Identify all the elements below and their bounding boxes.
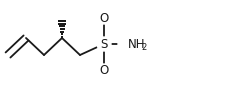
Text: O: O <box>99 64 109 76</box>
Ellipse shape <box>98 12 110 24</box>
Ellipse shape <box>97 37 111 51</box>
Text: S: S <box>100 37 108 51</box>
Ellipse shape <box>98 64 110 76</box>
Text: 2: 2 <box>142 43 147 52</box>
Text: NH: NH <box>128 37 146 51</box>
Ellipse shape <box>118 37 154 51</box>
Text: O: O <box>99 12 109 24</box>
